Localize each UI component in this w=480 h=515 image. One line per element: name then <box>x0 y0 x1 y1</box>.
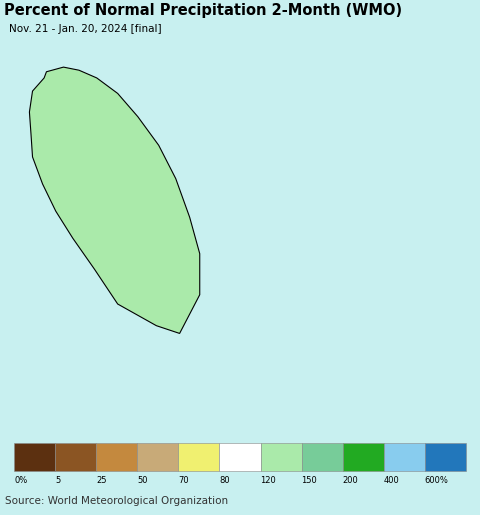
Text: 25: 25 <box>96 476 107 485</box>
Bar <box>261 443 301 471</box>
Text: 0%: 0% <box>14 476 28 485</box>
Text: 70: 70 <box>179 476 189 485</box>
Text: 120: 120 <box>261 476 276 485</box>
Bar <box>55 443 96 471</box>
Text: Nov. 21 - Jan. 20, 2024 [final]: Nov. 21 - Jan. 20, 2024 [final] <box>9 24 161 34</box>
Text: 50: 50 <box>137 476 148 485</box>
Bar <box>343 443 384 471</box>
Text: 150: 150 <box>301 476 317 485</box>
Bar <box>219 443 261 471</box>
Bar <box>384 443 425 471</box>
Bar <box>301 443 343 471</box>
Text: 400: 400 <box>384 476 399 485</box>
Bar <box>137 443 179 471</box>
Text: Percent of Normal Precipitation 2-Month (WMO): Percent of Normal Precipitation 2-Month … <box>4 3 402 18</box>
Text: 200: 200 <box>343 476 358 485</box>
Bar <box>14 443 55 471</box>
Bar <box>179 443 219 471</box>
Polygon shape <box>29 67 200 333</box>
Text: 600%: 600% <box>425 476 448 485</box>
Text: 5: 5 <box>55 476 60 485</box>
Text: Source: World Meteorological Organization: Source: World Meteorological Organizatio… <box>5 496 228 506</box>
Text: 80: 80 <box>219 476 230 485</box>
Bar <box>425 443 466 471</box>
Bar <box>96 443 137 471</box>
